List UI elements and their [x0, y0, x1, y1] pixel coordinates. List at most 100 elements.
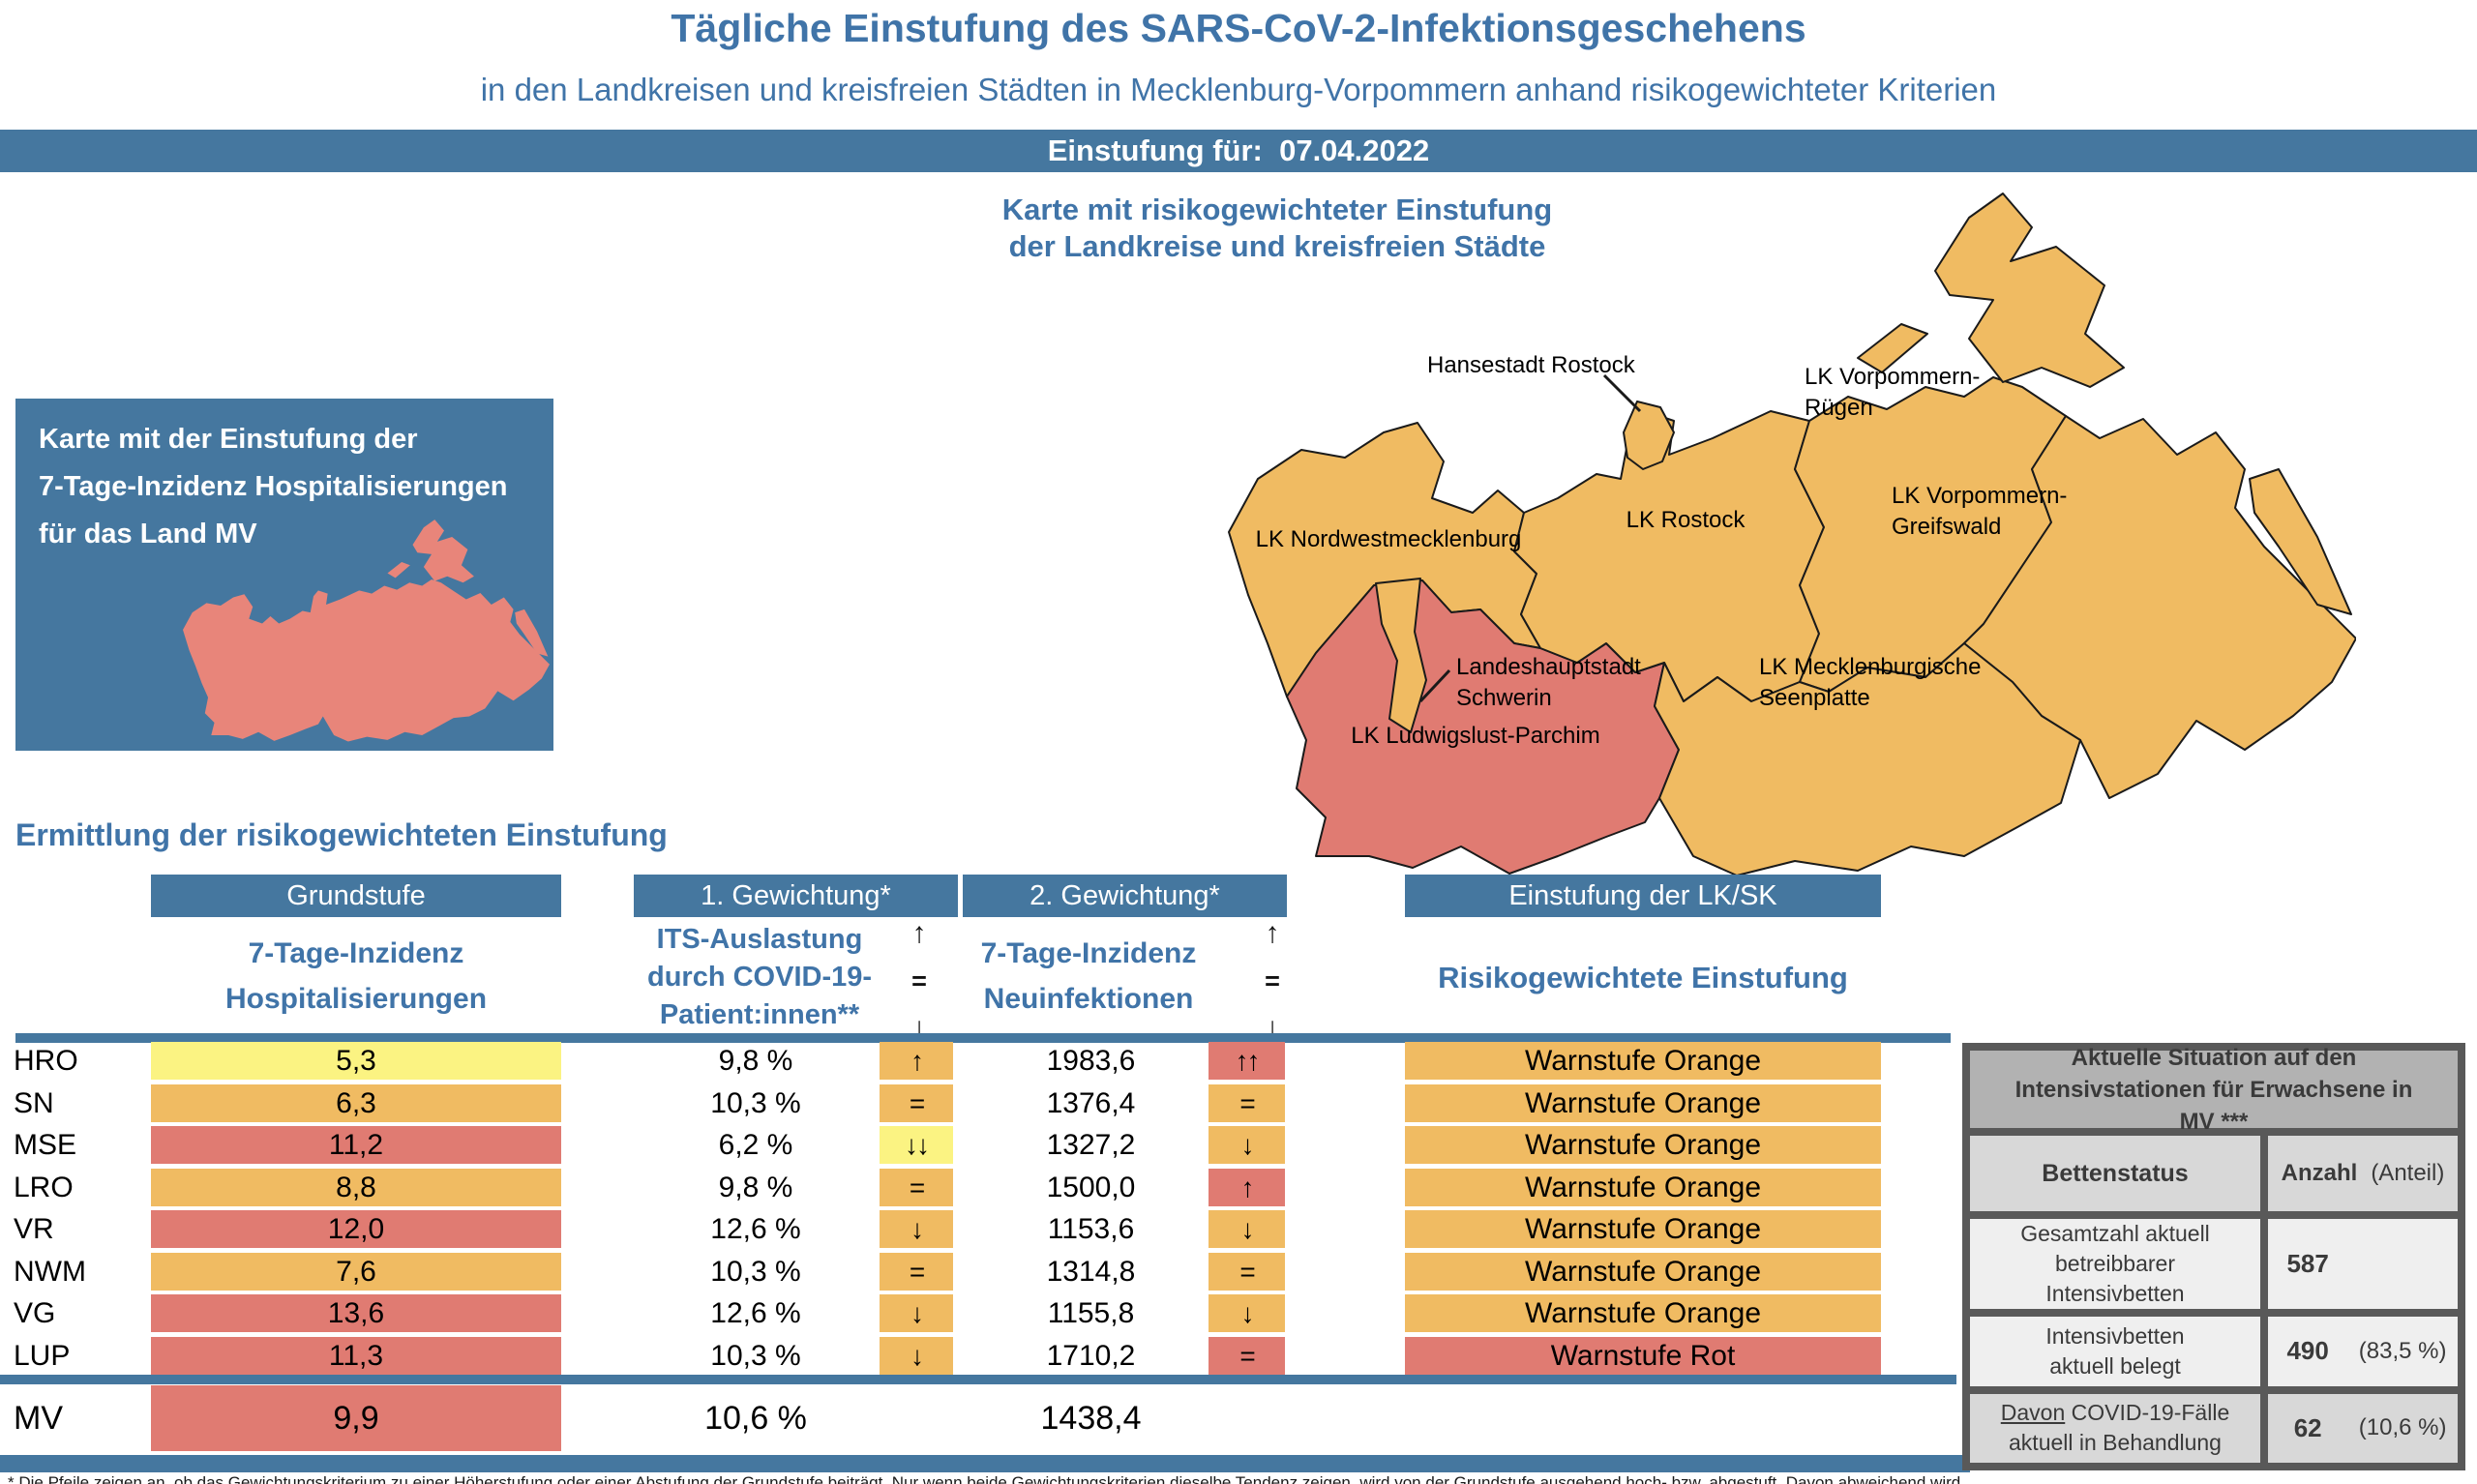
new-infections-value: 1438,4 [1040, 1400, 1142, 1437]
infection-trend-cell: ↓ [1209, 1126, 1285, 1164]
classification-section-title: Ermittlung der risikogewichteten Einstuf… [15, 817, 668, 852]
infection-trend-cell: ↓ [1209, 1294, 1285, 1332]
table-row-mv: MV 9,9 10,6 % 1438,4 [0, 1385, 1984, 1451]
icu-utilization-value: 6,2 % [718, 1129, 793, 1161]
map-region-vorpommern-greifswald [1963, 415, 2356, 799]
new-infections-value: 1314,8 [1046, 1256, 1136, 1288]
rostock-pointer-line [1602, 373, 1642, 413]
column-header-gewichtung-1: 1. Gewichtung* [634, 875, 958, 917]
map-label-nordwestmecklenburg: LK Nordwestmecklenburg [1256, 526, 1522, 552]
icu-box-title: Aktuelle Situation auf den Intensivstati… [1970, 1045, 2458, 1135]
arrow-up-icon: ↑ [1265, 917, 1280, 949]
icu-trend-cell: ↑ [880, 1042, 953, 1080]
trend-legend-infections: ↑ = ↓ [1243, 917, 1301, 1045]
new-infections-value: 1155,8 [1047, 1297, 1135, 1329]
icu-trend-cell: ↓↓ [880, 1126, 953, 1164]
hosp-caption-line2: 7-Tage-Inzidenz Hospitalisierungen [39, 471, 508, 502]
infection-trend-cell: = [1209, 1337, 1285, 1375]
risk-rating-cell: Warnstufe Orange [1405, 1253, 1881, 1291]
subheader-its-line2: durch COVID-19- [646, 962, 873, 993]
risk-rating-cell: Warnstufe Orange [1405, 1042, 1881, 1080]
arrow-up-icon: ↑ [911, 917, 927, 949]
icu-total-beds-count: 587 [2286, 1249, 2329, 1278]
hosp-incidence-cell: 6,3 [151, 1084, 561, 1122]
map-region-ruegen-island [1934, 193, 2125, 388]
risk-rating-cell: Warnstufe Orange [1405, 1169, 1881, 1206]
column-header-gewichtung-2: 2. Gewichtung* [963, 875, 1287, 917]
table-row-lup: LUP 11,3 10,3 % ↓ 1710,2 = Warnstufe Rot [0, 1337, 1984, 1375]
subheader-hosp-line1: 7-Tage-Inzidenz [248, 937, 464, 969]
risk-rating-cell: Warnstufe Rot [1405, 1337, 1881, 1375]
subheader-new-infections: 7-Tage-Inzidenz Neuinfektionen [977, 931, 1200, 1022]
page-title: Tägliche Einstufung des SARS-CoV-2-Infek… [671, 6, 1806, 50]
icu-col-bettenstatus: Bettenstatus [1970, 1136, 2260, 1211]
hosp-incidence-cell: 5,3 [151, 1042, 561, 1080]
icu-utilization-value: 10,6 % [704, 1400, 807, 1437]
map-label-ludwigslust-parchim: LK Ludwigslust-Parchim [1351, 723, 1599, 749]
icu-col-anzahl-anteil: Anzahl (Anteil) [2268, 1136, 2458, 1211]
icu-utilization-value: 9,8 % [718, 1172, 793, 1203]
row-label: LUP [14, 1340, 71, 1372]
table-row-mse: MSE 11,2 6,2 % ↓↓ 1327,2 ↓ Warnstufe Ora… [0, 1126, 1984, 1164]
table-mv-divider [0, 1375, 1956, 1384]
risk-map-title: Karte mit risikogewichteter Einstufung d… [919, 192, 1635, 265]
icu-occupied-count: 490 [2286, 1336, 2329, 1366]
icu-row-total-beds-label: Gesamtzahl aktuell betreibbarer Intensiv… [1970, 1219, 2260, 1309]
hosp-caption-line3: für das Land MV [39, 519, 257, 549]
risk-rating-cell: Warnstufe Orange [1405, 1126, 1881, 1164]
hospitalization-map-box: Karte mit der Einstufung der 7-Tage-Inzi… [15, 399, 553, 751]
new-infections-value: 1500,0 [1046, 1172, 1136, 1203]
column-header-einstufung: Einstufung der LK/SK [1405, 875, 1881, 917]
icu-utilization-value: 10,3 % [710, 1340, 801, 1372]
row-label: HRO [14, 1045, 78, 1077]
infection-trend-cell: ↓ [1209, 1210, 1285, 1248]
icu-row-total-beds-value: 587 [2268, 1219, 2458, 1309]
hosp-incidence-cell: 9,9 [151, 1385, 561, 1451]
icu-col-anzahl: Anzahl [2281, 1160, 2358, 1186]
icu-row3-line2: aktuell in Behandlung [2009, 1430, 2222, 1456]
date-bar-text: Einstufung für: 07.04.2022 [1047, 134, 1430, 167]
icu-trend-cell: = [880, 1253, 953, 1291]
classification-table: HRO 5,3 9,8 % ↑ 1983,6 ↑↑ Warnstufe Oran… [0, 1042, 1984, 1380]
infection-trend-cell: = [1209, 1084, 1285, 1122]
mv-state-silhouette-map [183, 519, 550, 742]
icu-utilization-value: 9,8 % [718, 1045, 793, 1077]
map-label-vorpommern-ruegen-2: Rügen [1805, 395, 1873, 421]
risk-rating-cell: Warnstufe Orange [1405, 1210, 1881, 1248]
subheader-icu-utilization: ITS-Auslastung durch COVID-19- Patient:i… [639, 921, 880, 1034]
icu-trend-cell: = [880, 1169, 953, 1206]
risk-map-title-line2: der Landkreise und kreisfreien Städte [1008, 229, 1546, 263]
footnote-text: * Die Pfeile zeigen an, ob das Gewichtun… [8, 1473, 1961, 1484]
hosp-incidence-cell: 11,2 [151, 1126, 561, 1164]
map-label-schwerin-1: Landeshauptstadt [1456, 654, 1641, 680]
map-label-schwerin-2: Schwerin [1456, 685, 1552, 711]
infection-trend-cell: ↑ [1209, 1169, 1285, 1206]
row-label: SN [14, 1087, 54, 1119]
hosp-caption-line1: Karte mit der Einstufung der [39, 424, 418, 455]
icu-utilization-value: 10,3 % [710, 1256, 801, 1288]
icu-utilization-value: 10,3 % [710, 1087, 801, 1119]
map-region-usedom-island [2249, 468, 2352, 615]
icu-trend-cell: = [880, 1084, 953, 1122]
table-row-vg: VG 13,6 12,6 % ↓ 1155,8 ↓ Warnstufe Oran… [0, 1294, 1984, 1332]
icu-utilization-value: 12,6 % [710, 1297, 801, 1329]
new-infections-value: 1983,6 [1046, 1045, 1136, 1077]
trend-legend-icu: ↑ = ↓ [890, 917, 948, 1045]
table-row-vr: VR 12,0 12,6 % ↓ 1153,6 ↓ Warnstufe Oran… [0, 1210, 1984, 1248]
icu-row3-line1: Davon COVID-19-Fälle [2001, 1398, 2229, 1428]
equals-icon: = [1265, 965, 1280, 995]
table-row-sn: SN 6,3 10,3 % = 1376,4 = Warnstufe Orang… [0, 1084, 1984, 1122]
map-region-mecklenburgische-seenplatte [1654, 642, 2081, 876]
map-region-hansestadt-rostock [1623, 401, 1675, 470]
map-label-seenplatte-1: LK Mecklenburgische [1759, 654, 1981, 680]
icu-row-occupied-label: Intensivbetten aktuell belegt [1970, 1317, 2260, 1386]
infection-trend-cell: ↑↑ [1209, 1042, 1285, 1080]
icu-row-covid-value: 62 (10,6 %) [2268, 1393, 2458, 1463]
risk-map-title-line1: Karte mit risikogewichteter Einstufung [1001, 193, 1553, 226]
risk-rating-cell: Warnstufe Orange [1405, 1294, 1881, 1332]
icu-utilization-value: 12,6 % [710, 1213, 801, 1245]
new-infections-value: 1327,2 [1046, 1129, 1136, 1161]
row-label: MSE [14, 1129, 77, 1161]
infection-trend-cell: = [1209, 1253, 1285, 1291]
subheader-hosp-line2: Hospitalisierungen [224, 983, 488, 1015]
